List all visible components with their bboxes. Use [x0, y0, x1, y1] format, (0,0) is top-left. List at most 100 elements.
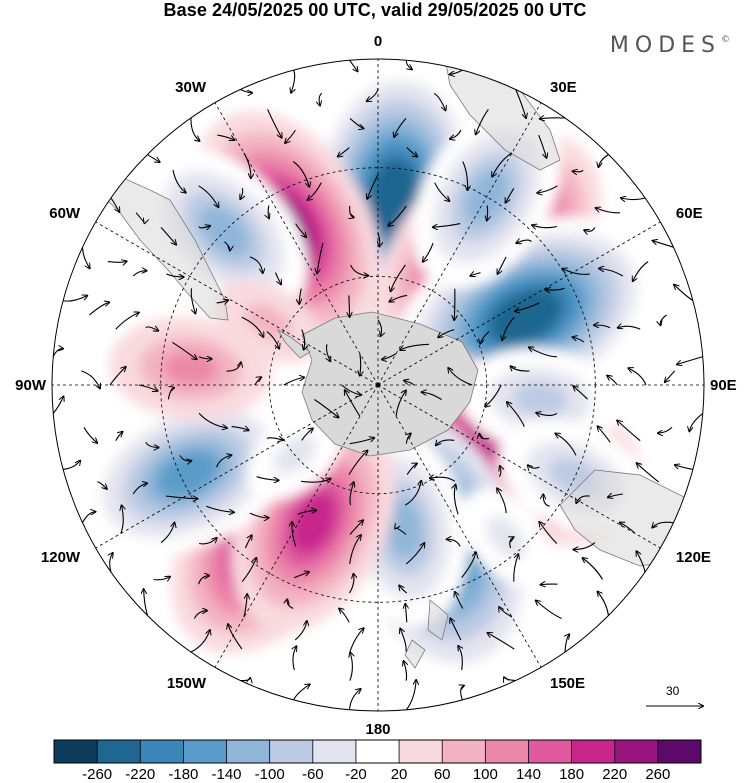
colorbar-swatch: [54, 740, 98, 763]
wind-vector: [249, 256, 263, 273]
wind-vector: [404, 381, 415, 386]
wind-vector: [598, 426, 611, 443]
wind-vector: [107, 261, 127, 262]
wind-vector: [400, 629, 407, 652]
wind-vector: [294, 572, 309, 579]
colorbar-swatch: [269, 740, 314, 763]
colorbar-swatch: [614, 740, 659, 763]
wind-vector: [405, 604, 407, 623]
wind-vector: [293, 684, 310, 701]
wind-vector: [394, 118, 407, 136]
map-title: Base 24/05/2025 00 UTC, valid 29/05/2025…: [163, 0, 587, 20]
wind-vector: [395, 528, 407, 535]
longitude-label: 30E: [550, 79, 577, 96]
wind-vector: [499, 607, 513, 618]
wind-vector: [617, 421, 641, 442]
wind-vector: [450, 618, 462, 641]
wind-vector: [546, 288, 565, 290]
wind-vector: [144, 589, 149, 616]
colorbar-tick-label: -180: [168, 766, 198, 783]
brand-mark: ©: [721, 35, 730, 45]
colorbar-tick-label: -20: [345, 766, 367, 783]
wind-vector: [529, 347, 557, 358]
wind-vector: [81, 370, 100, 388]
wind-vector: [349, 689, 361, 710]
colorbar-swatch: [485, 740, 529, 763]
wind-vectors: [52, 59, 704, 711]
wind-vector: [562, 269, 590, 275]
wind-vector: [405, 680, 416, 711]
longitude-label: 150W: [167, 675, 207, 692]
colorbar-frame: [53, 739, 702, 764]
wind-vector: [583, 558, 603, 580]
longitude-label: 120E: [676, 549, 711, 566]
wind-vector: [389, 294, 408, 301]
wind-vector: [479, 434, 490, 440]
wind-vector: [675, 465, 694, 470]
wind-vector: [166, 495, 197, 499]
wind-vector: [160, 523, 174, 544]
longitude-label: 60E: [676, 205, 703, 222]
colorbar-swatch: [226, 740, 271, 763]
wind-vector: [480, 331, 490, 344]
colorbar-tick-label: 220: [602, 766, 627, 783]
longitude-label: 150E: [550, 675, 585, 692]
wind-vector: [274, 272, 282, 285]
colorbar-tick-label: -100: [255, 766, 285, 783]
brand-text: MODES: [609, 33, 721, 58]
wind-vector: [287, 599, 294, 609]
wind-vector: [349, 628, 364, 652]
wind-vector: [179, 455, 191, 461]
colorbar: -260 -220 -180 -140 -100 -60 -20 20 60 100 140 180 2…: [53, 739, 702, 783]
wind-vector: [132, 483, 147, 495]
wind-vector: [297, 510, 316, 515]
longitude-label: 90W: [15, 377, 47, 394]
wind-vector: [241, 316, 264, 337]
colorbar-tick-label: 180: [559, 766, 584, 783]
wind-vector: [510, 537, 514, 549]
wind-vector: [584, 227, 596, 231]
wind-vector: [574, 542, 596, 550]
longitude-label: 90E: [710, 377, 737, 394]
wind-vector: [378, 232, 380, 247]
wind-vector: [541, 584, 558, 585]
wind-vector: [295, 223, 306, 238]
wind-vector: [536, 601, 562, 620]
wind-vector: [348, 451, 368, 475]
wind-vector: [458, 646, 462, 671]
wind-vector: [89, 302, 109, 316]
wind-vector: [405, 543, 424, 565]
wind-vector: [573, 386, 588, 400]
wind-vector: [244, 535, 251, 549]
colorbar-swatch: [312, 740, 357, 763]
wind-vector: [516, 240, 532, 243]
colorbar-swatch: [399, 740, 443, 763]
brand-logo: MODES©: [610, 33, 730, 58]
wind-vector: [454, 485, 459, 515]
wind-vector: [308, 182, 322, 200]
wind-vector: [497, 488, 507, 514]
wind-vector: [349, 535, 361, 564]
colorbar-swatch: [528, 740, 573, 763]
wind-vector: [285, 129, 296, 143]
wind-vector: [573, 337, 585, 343]
wind-vector: [498, 256, 507, 274]
wind-vector: [660, 314, 667, 325]
wind-vector: [395, 390, 406, 417]
wind-vector: [470, 273, 481, 276]
graticule: [52, 59, 704, 711]
wind-vector: [348, 574, 353, 594]
wind-vector: [110, 197, 119, 212]
wind-vector: [231, 427, 249, 431]
wind-vector: [462, 161, 468, 191]
wind-vector: [599, 154, 609, 168]
colorbar-tick-label: 260: [645, 766, 670, 783]
wind-vector: [436, 439, 455, 445]
wind-vector: [52, 349, 63, 357]
anomaly-center: [79, 391, 296, 556]
wind-vector: [240, 678, 250, 681]
wind-vector: [301, 428, 313, 441]
wind-vector: [628, 368, 647, 386]
wind-vector: [576, 495, 590, 503]
wind-vector: [190, 630, 210, 653]
